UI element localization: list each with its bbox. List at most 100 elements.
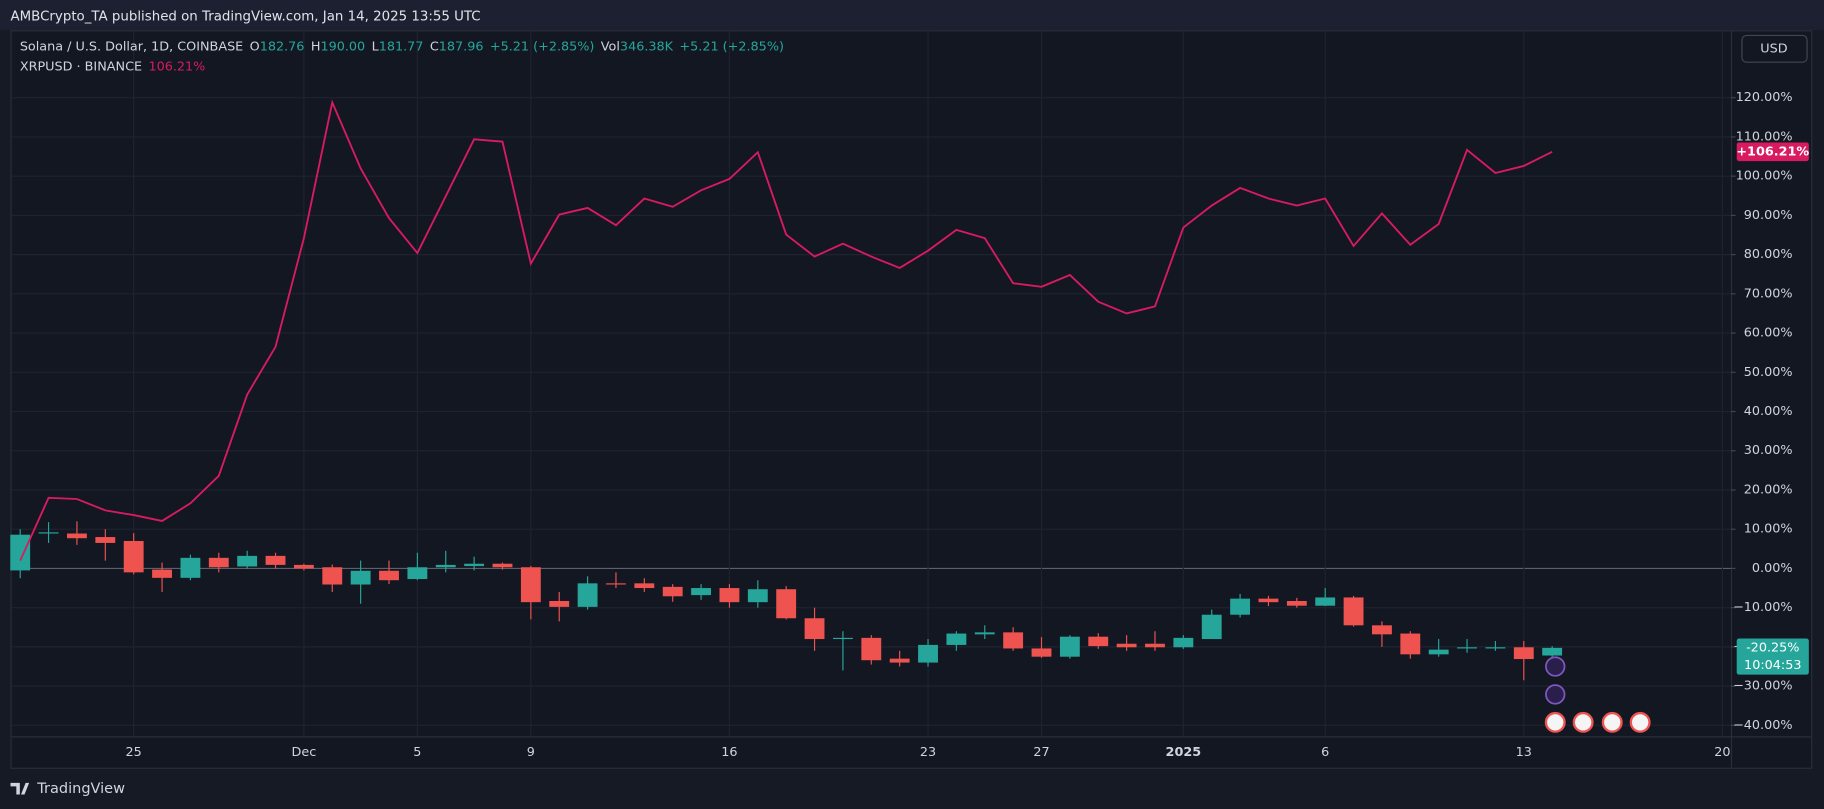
- flag-icon[interactable]: [1601, 711, 1623, 733]
- candle-body: [180, 557, 201, 578]
- x-tick-label: 9: [527, 745, 535, 760]
- x-tick-label: Dec: [292, 745, 317, 760]
- candle-body: [1059, 636, 1080, 657]
- y-tick-label: 30.00%: [1744, 443, 1793, 458]
- candle-body: [322, 567, 343, 585]
- candle-body: [492, 563, 513, 568]
- chart-pane: [10, 30, 1813, 769]
- x-tick-label: 27: [1033, 745, 1049, 760]
- y-tick-label: 10.00%: [1744, 522, 1793, 537]
- currency-button[interactable]: [1741, 34, 1808, 63]
- flag-icon[interactable]: [1572, 711, 1594, 733]
- legend-entry: XRPUSD · BINANCE: [20, 59, 142, 74]
- candle-body: [1116, 643, 1137, 648]
- x-tick-label: 25: [126, 745, 142, 760]
- legend-entry: 190.00: [320, 39, 365, 54]
- y-tick-label: 40.00%: [1744, 404, 1793, 419]
- legend-entry: 187.96: [439, 39, 484, 54]
- candle-body: [804, 618, 825, 640]
- candle-body: [1542, 647, 1563, 656]
- candle-body: [293, 564, 314, 569]
- candle-body: [1088, 636, 1109, 647]
- legend-entry: H: [311, 39, 321, 54]
- y-tick-label: 20.00%: [1744, 482, 1793, 497]
- x-tick-label: 13: [1516, 745, 1532, 760]
- legend-entry: Vol: [601, 39, 620, 54]
- event-icon[interactable]: [1545, 684, 1566, 705]
- legend-entry: 346.38K: [620, 39, 674, 54]
- candle-body: [123, 540, 144, 573]
- y-tick-label: 70.00%: [1744, 286, 1793, 301]
- candle-body: [1513, 647, 1534, 660]
- candle-body: [1372, 625, 1392, 635]
- y-tick-label: −40.00%: [1733, 718, 1792, 733]
- logo-mark: [10, 782, 30, 795]
- candle-body: [152, 569, 172, 578]
- candle-body: [265, 555, 286, 565]
- candle-body: [1343, 597, 1364, 626]
- candle-body: [520, 567, 541, 603]
- flag-icon[interactable]: [1629, 711, 1651, 733]
- candle-body: [861, 637, 882, 661]
- candle-body: [832, 637, 853, 640]
- logo: [10, 782, 30, 795]
- legend-entry: +5.21 (+2.85%): [679, 39, 784, 54]
- line-badge: [1736, 142, 1809, 162]
- legend-entry: 182.76: [260, 39, 305, 54]
- y-tick-label: 80.00%: [1744, 247, 1793, 262]
- line: [19, 99, 1553, 561]
- candle-body: [1003, 632, 1024, 649]
- x-tick-label: 16: [721, 745, 737, 760]
- event-icon[interactable]: [1545, 656, 1566, 677]
- candle-body: [95, 537, 116, 543]
- candle-body: [1428, 649, 1449, 655]
- x-tick-label: 6: [1321, 745, 1329, 760]
- event-icons: [1544, 656, 1651, 733]
- x-tick-label: 2025: [1166, 745, 1202, 760]
- y-tick-label: 120.00%: [1736, 90, 1793, 105]
- candle-body: [1201, 614, 1222, 640]
- flag-icon[interactable]: [1544, 711, 1566, 733]
- candle-body: [662, 586, 683, 597]
- y-tick-label: 110.00%: [1736, 129, 1793, 144]
- candle-body: [435, 564, 456, 568]
- legend-entry: 181.77: [379, 39, 424, 54]
- line-badge-label: +106.21%: [1736, 144, 1809, 159]
- candle-body: [407, 567, 428, 580]
- candle-body: [606, 583, 626, 585]
- marks: [10, 99, 1563, 681]
- y-tick-label: −30.00%: [1733, 679, 1792, 694]
- candle-body: [10, 534, 31, 571]
- candle-body: [691, 588, 712, 596]
- legend-entry: O: [250, 39, 260, 54]
- candle-body: [889, 658, 910, 663]
- candle-body: [237, 555, 258, 567]
- x-tick-label: 5: [413, 745, 421, 760]
- candle-body: [379, 570, 399, 581]
- y-tick-label: 0.00%: [1752, 561, 1793, 576]
- candle-body: [918, 644, 938, 663]
- header-bar: [0, 0, 1824, 31]
- candle-body: [719, 588, 740, 603]
- candle-body: [577, 583, 598, 607]
- candle-body: [208, 557, 229, 568]
- countdown: 10:04:53: [1744, 658, 1801, 673]
- candle-body: [634, 583, 655, 589]
- legend: XRPUSD · BINANCE 106.21%: [20, 59, 206, 74]
- currency[interactable]: USD: [1760, 41, 1787, 56]
- legend-entry: Solana / U.S. Dollar, 1D, COINBASE: [20, 39, 243, 54]
- candle-body: [1031, 648, 1052, 657]
- candle-body: [1286, 600, 1307, 606]
- x-tick-label: 20: [1714, 745, 1730, 760]
- candle-body: [946, 633, 967, 645]
- x-tick-label: 23: [920, 745, 936, 760]
- y-tick-label: 50.00%: [1744, 365, 1793, 380]
- candle-body: [1230, 598, 1251, 615]
- header: AMBCrypto_TA published on TradingView.co…: [11, 9, 481, 24]
- candle-body: [776, 589, 797, 619]
- price-badge: [1736, 638, 1809, 675]
- y-tick-label: 90.00%: [1744, 208, 1793, 223]
- candle-body: [350, 570, 371, 585]
- y-tick-label: −10.00%: [1733, 600, 1792, 615]
